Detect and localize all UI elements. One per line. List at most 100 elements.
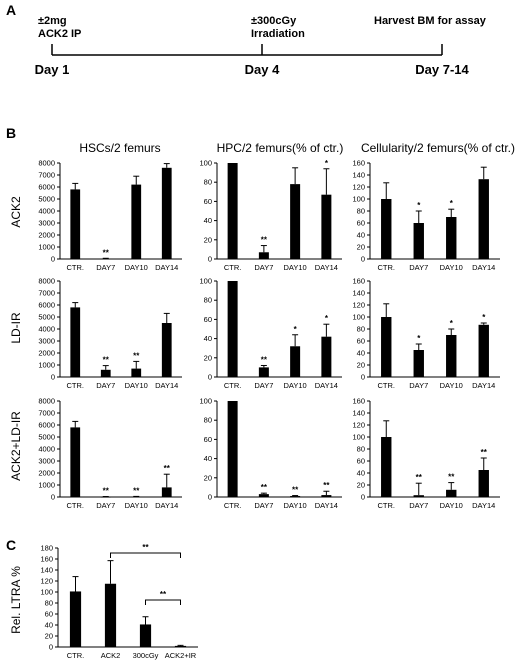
bar xyxy=(161,487,172,497)
y-tick-label: 60 xyxy=(204,315,212,324)
timeline-event-2-label: Day 4 xyxy=(245,62,280,77)
y-tick-label: 180 xyxy=(40,544,53,553)
y-tick-label: 0 xyxy=(51,373,55,382)
panel-label-a: A xyxy=(6,2,16,18)
category-label: CTR. xyxy=(224,381,242,390)
significance-mark: * xyxy=(417,201,421,210)
category-label: DAY7 xyxy=(96,501,115,510)
y-tick-label: 3000 xyxy=(38,457,55,466)
y-tick-label: 0 xyxy=(51,493,55,502)
y-tick-label: 40 xyxy=(204,454,212,463)
y-tick-label: 1000 xyxy=(38,481,55,490)
category-label: DAY7 xyxy=(96,381,115,390)
y-tick-label: 8000 xyxy=(38,397,55,406)
column-title-cellularity: Cellularity/2 femurs(% of ctr.) xyxy=(361,141,515,155)
bar xyxy=(70,427,81,497)
y-tick-label: 5000 xyxy=(38,313,55,322)
bar xyxy=(321,495,332,497)
y-tick-label: 140 xyxy=(352,171,365,180)
charts-layer: 010002000300040005000600070008000CTR.**D… xyxy=(38,159,500,660)
y-tick-label: 60 xyxy=(357,219,365,228)
category-label: DAY7 xyxy=(254,263,273,272)
bar xyxy=(139,624,152,647)
y-tick-label: 80 xyxy=(204,416,212,425)
significance-mark: ** xyxy=(103,248,110,257)
bar xyxy=(381,317,392,377)
bar xyxy=(131,368,142,377)
timeline-event-2-top2: Irradiation xyxy=(251,28,305,40)
significance-mark: * xyxy=(482,313,486,322)
category-label: CTR. xyxy=(67,651,85,660)
chart-b-combo-hsc: 0 1000 2000 3000 4000 5000 6000 7000 8000 CTR. ** D… xyxy=(38,397,182,510)
significance-mark: * xyxy=(450,199,454,208)
y-tick-label: 20 xyxy=(204,473,212,482)
category-label: DAY14 xyxy=(315,263,338,272)
category-label: DAY7 xyxy=(409,263,428,272)
y-tick-label: 40 xyxy=(357,469,365,478)
category-label: DAY10 xyxy=(440,501,463,510)
y-tick-label: 60 xyxy=(204,197,212,206)
y-tick-label: 0 xyxy=(49,643,53,652)
category-label: CTR. xyxy=(67,501,85,510)
y-tick-label: 2000 xyxy=(38,349,55,358)
category-label: DAY10 xyxy=(125,263,148,272)
y-tick-label: 100 xyxy=(352,433,365,442)
category-label: DAY14 xyxy=(315,501,338,510)
y-tick-label: 7000 xyxy=(38,289,55,298)
bar xyxy=(290,184,301,259)
y-tick-label: 140 xyxy=(352,289,365,298)
y-tick-label: 3000 xyxy=(38,337,55,346)
bar xyxy=(227,163,238,259)
y-tick-label: 0 xyxy=(51,255,55,264)
y-tick-label: 1000 xyxy=(38,361,55,370)
bar xyxy=(290,346,301,377)
bar xyxy=(446,335,457,377)
category-label: DAY7 xyxy=(409,501,428,510)
chart-b-combo-cell: 0 20 40 60 80 100 120 140 160 CTR. ** DAY7 ** DAY10 **… xyxy=(352,397,500,510)
y-tick-label: 0 xyxy=(208,373,212,382)
bar xyxy=(258,367,269,377)
category-label: DAY14 xyxy=(155,381,178,390)
category-label: CTR. xyxy=(378,501,396,510)
bar xyxy=(174,645,187,647)
bar xyxy=(381,437,392,497)
bar xyxy=(478,179,489,259)
y-tick-label: 160 xyxy=(352,277,365,286)
column-title-hpc: HPC/2 femurs(% of ctr.) xyxy=(217,141,344,155)
bar xyxy=(478,324,489,377)
y-tick-label: 100 xyxy=(352,313,365,322)
y-tick-label: 100 xyxy=(199,277,212,286)
significance-mark: ** xyxy=(261,483,268,492)
chart-b-combo-hpc: 0 20 40 60 80 100 CTR. ** DAY7 ** DAY10 ** DAY14 xyxy=(199,397,342,510)
y-tick-label: 0 xyxy=(361,255,365,264)
bar xyxy=(258,494,269,497)
y-tick-label: 6000 xyxy=(38,301,55,310)
comparison-label: ** xyxy=(160,590,167,599)
timeline-event-1-top2: ACK2 IP xyxy=(38,28,81,40)
category-label: ACK2+IR xyxy=(165,651,197,660)
y-tick-label: 1000 xyxy=(38,243,55,252)
y-tick-label: 6000 xyxy=(38,421,55,430)
comparison-bracket xyxy=(145,599,181,605)
bar xyxy=(227,281,238,377)
timeline-event-2-top1: ±300cGy xyxy=(251,15,297,27)
category-label: 300cGy xyxy=(133,651,159,660)
category-label: CTR. xyxy=(67,263,85,272)
chart-c-ltra: 0 20 40 60 80 100 120 140 160 180 CTR. ACK2 300cGy AC… xyxy=(40,543,198,660)
y-tick-label: 20 xyxy=(45,632,53,641)
y-tick-label: 100 xyxy=(199,397,212,406)
y-tick-label: 60 xyxy=(357,337,365,346)
y-tick-label: 120 xyxy=(40,577,53,586)
row-label-ack2: ACK2 xyxy=(9,196,23,228)
category-label: CTR. xyxy=(378,263,396,272)
bar xyxy=(100,369,111,377)
y-tick-label: 60 xyxy=(357,457,365,466)
comparison-label: ** xyxy=(142,543,149,552)
y-tick-label: 160 xyxy=(352,397,365,406)
y-tick-label: 7000 xyxy=(38,409,55,418)
y-tick-label: 6000 xyxy=(38,183,55,192)
significance-mark: ** xyxy=(133,351,140,360)
bar xyxy=(131,184,142,259)
